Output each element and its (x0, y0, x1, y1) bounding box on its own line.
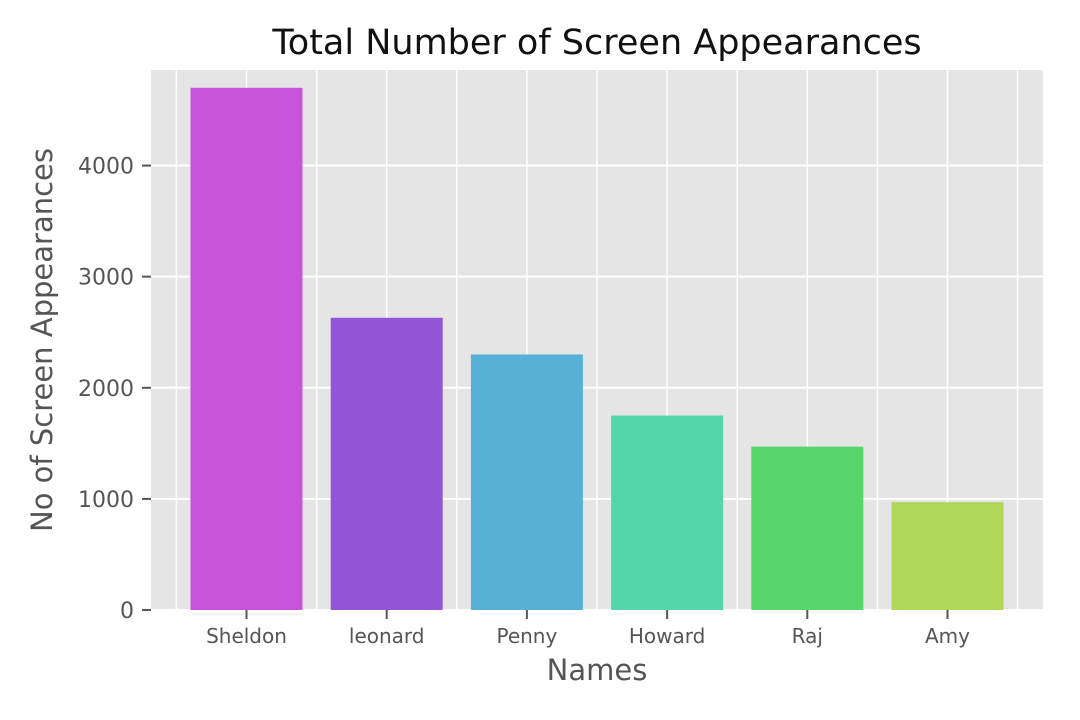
x-axis-label: Names (547, 653, 648, 687)
bar-amy (891, 502, 1004, 610)
bar-leonard (330, 317, 443, 610)
bar-raj (751, 446, 864, 610)
x-tick-label-sheldon: Sheldon (206, 624, 287, 648)
chart-title: Total Number of Screen Appearances (271, 23, 921, 63)
y-axis-ticks: 0 1000 2000 3000 4000 (78, 155, 151, 624)
bar-howard (611, 415, 724, 610)
y-tick-label-0: 0 (120, 599, 134, 624)
x-tick-label-raj: Raj (792, 624, 823, 648)
bars (190, 87, 1004, 611)
x-axis-ticks: Sheldon leonard Penny Howard Raj Amy (206, 610, 970, 648)
y-tick-label-3: 3000 (78, 266, 134, 291)
y-tick-label-2: 2000 (78, 377, 134, 402)
y-tick-label-4: 4000 (78, 155, 134, 180)
x-tick-label-howard: Howard (629, 624, 705, 648)
x-tick-label-penny: Penny (496, 624, 557, 648)
bar-sheldon (190, 87, 303, 611)
bar-penny (470, 354, 583, 610)
y-axis-label: No of Screen Appearances (25, 148, 59, 532)
y-tick-label-1: 1000 (78, 488, 134, 513)
x-tick-label-amy: Amy (925, 624, 970, 648)
x-tick-label-leonard: leonard (349, 624, 425, 648)
